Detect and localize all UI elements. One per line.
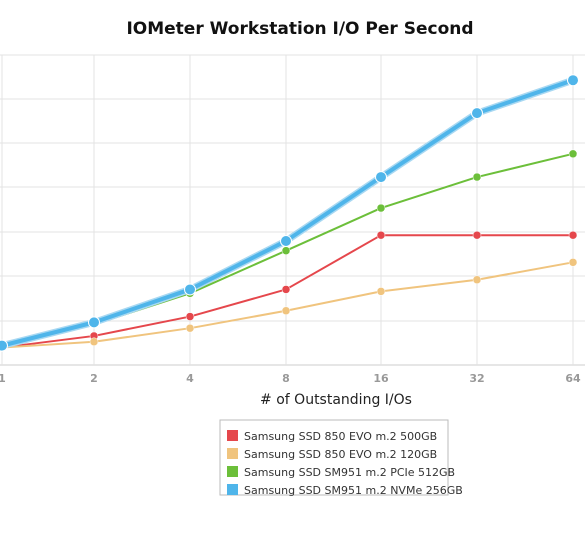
series-line: [0, 78, 575, 348]
data-point: [472, 275, 482, 284]
legend-entry: Samsung SSD SM951 m.2 NVMe 256GB: [244, 484, 463, 497]
x-tick-label: 16: [373, 372, 389, 385]
data-point: [281, 246, 291, 255]
series-3: [0, 149, 578, 350]
data-point: [184, 283, 196, 296]
data-point: [0, 339, 8, 352]
data-point: [281, 306, 291, 315]
data-point: [568, 149, 578, 159]
data-point: [88, 316, 100, 329]
series-line-halo: [0, 76, 577, 350]
x-tick-label: 4: [186, 372, 194, 385]
data-point: [375, 171, 387, 184]
data-point: [280, 235, 292, 247]
legend-swatch: [227, 466, 238, 477]
legend-swatch: [227, 484, 238, 495]
data-point: [185, 312, 195, 321]
legend-entry: Samsung SSD SM951 m.2 PCIe 512GB: [244, 466, 455, 479]
x-tick-labels: 1 2 4 8 16 32 64: [0, 372, 581, 385]
data-point: [567, 74, 579, 87]
legend-entry: Samsung SSD 850 EVO m.2 120GB: [244, 448, 437, 461]
data-point: [472, 172, 482, 182]
x-tick-label: 32: [469, 372, 484, 385]
legend-swatch: [227, 448, 238, 459]
x-tick-label: 8: [282, 372, 290, 385]
data-point: [185, 323, 195, 333]
legend-entry: Samsung SSD 850 EVO m.2 500GB: [244, 430, 437, 443]
x-tick-label: 2: [90, 372, 98, 385]
legend: Samsung SSD 850 EVO m.2 500GB Samsung SSD…: [219, 419, 463, 497]
x-tick-label: 1: [0, 372, 6, 385]
data-point: [376, 287, 386, 296]
data-point: [89, 337, 99, 346]
grid: [0, 54, 585, 366]
x-tick-label: 64: [565, 372, 581, 385]
chart-title: IOMeter Workstation I/O Per Second: [126, 19, 473, 39]
x-axis-label: # of Outstanding I/Os: [260, 392, 412, 408]
legend-swatch: [227, 430, 238, 441]
data-point: [281, 285, 291, 294]
series-4: [0, 74, 579, 352]
data-point: [376, 230, 386, 240]
data-point: [471, 107, 483, 120]
legend-box: [219, 419, 449, 496]
data-point: [472, 230, 482, 240]
data-point: [568, 258, 578, 267]
data-point: [376, 203, 386, 213]
series-lines: [0, 74, 579, 352]
series-line: [1, 261, 574, 349]
data-point: [568, 230, 578, 240]
